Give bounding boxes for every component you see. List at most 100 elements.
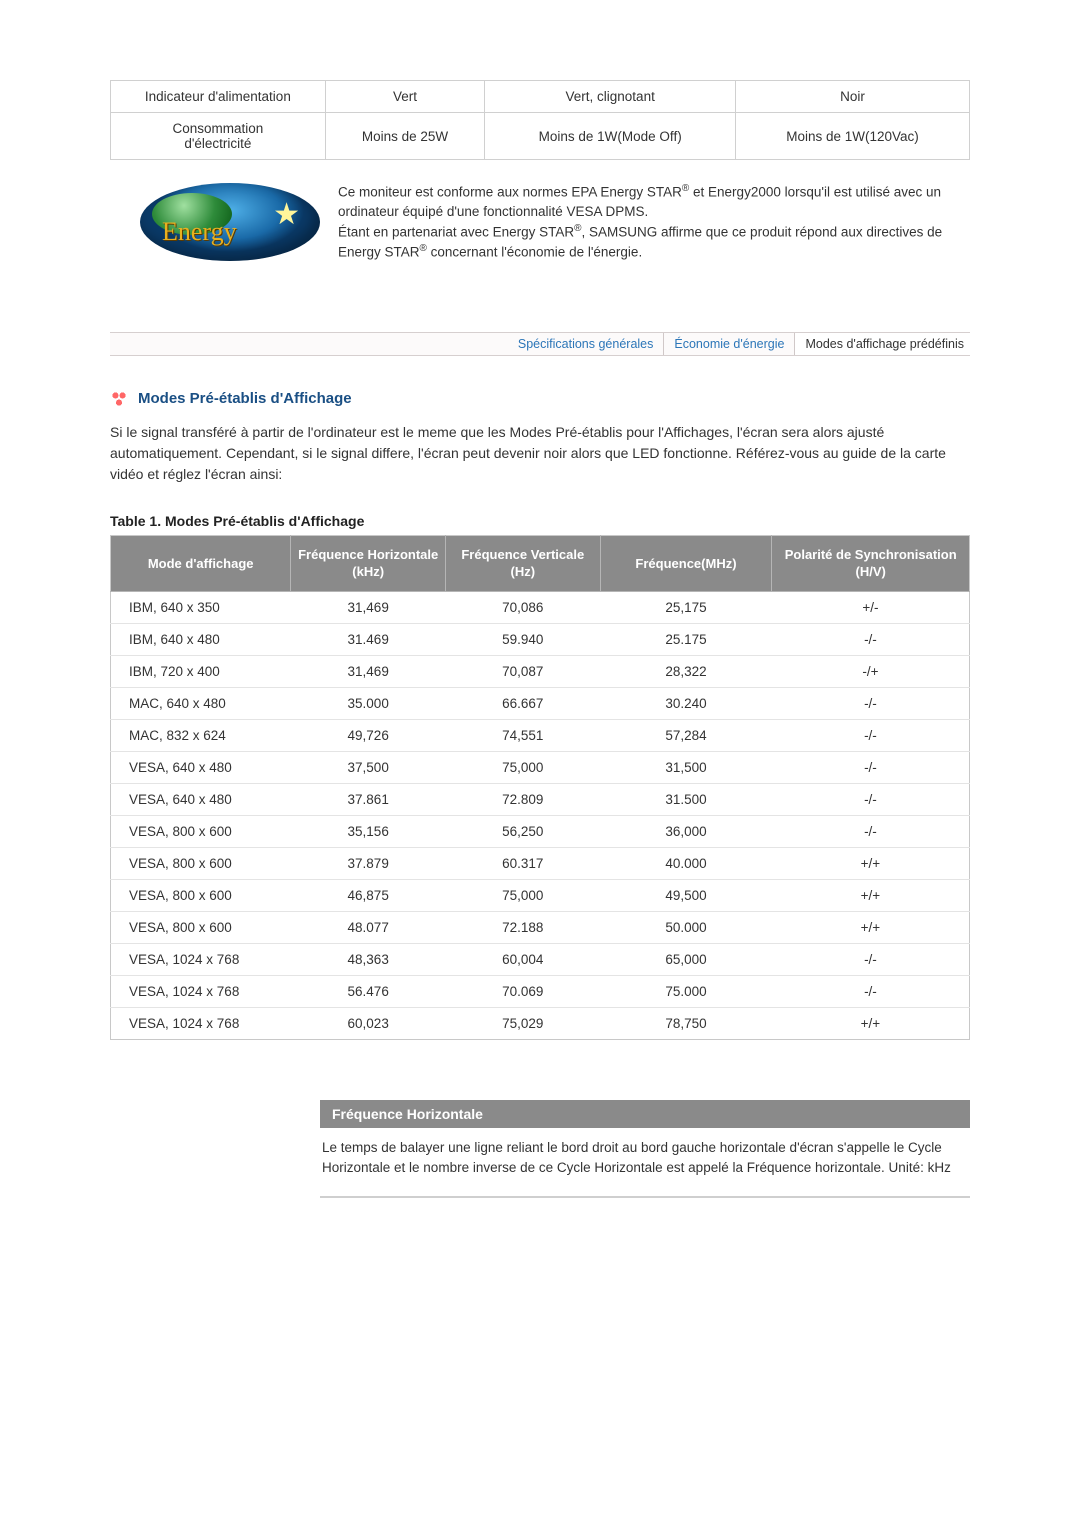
- pixelclock: 30.240: [600, 687, 772, 719]
- hfreq: 31.469: [291, 623, 446, 655]
- mode-name: VESA, 640 x 480: [111, 751, 291, 783]
- pixelclock: 65,000: [600, 943, 772, 975]
- es-l1a: Ce moniteur est conforme aux normes EPA …: [338, 185, 682, 200]
- pixelclock: 78,750: [600, 1007, 772, 1039]
- power-row-value: Moins de 25W: [325, 113, 485, 160]
- definition-title: Fréquence Horizontale: [320, 1100, 970, 1128]
- pixelclock: 31,500: [600, 751, 772, 783]
- mode-name: VESA, 800 x 600: [111, 815, 291, 847]
- polarity: -/+: [772, 655, 970, 687]
- power-row-value: Moins de 1W(120Vac): [736, 113, 970, 160]
- polarity: -/-: [772, 815, 970, 847]
- vfreq: 56,250: [445, 815, 600, 847]
- pixelclock: 49,500: [600, 879, 772, 911]
- pixelclock: 31.500: [600, 783, 772, 815]
- power-row-label: Indicateur d'alimentation: [111, 81, 326, 113]
- pixelclock: 28,322: [600, 655, 772, 687]
- vfreq: 72.809: [445, 783, 600, 815]
- hfreq: 56.476: [291, 975, 446, 1007]
- vfreq: 72.188: [445, 911, 600, 943]
- mode-name: IBM, 640 x 480: [111, 623, 291, 655]
- energy-star-logo: ★ Energy: [140, 183, 320, 261]
- vfreq: 75,000: [445, 751, 600, 783]
- spec-tabstrip: Spécifications générales Économie d'éner…: [110, 332, 970, 356]
- section-title: Modes Pré-établis d'Affichage: [138, 390, 352, 407]
- energy-star-block: ★ Energy Ce moniteur est conforme aux no…: [110, 182, 970, 262]
- power-row-value: Vert: [325, 81, 485, 113]
- vfreq: 74,551: [445, 719, 600, 751]
- vfreq: 75,029: [445, 1007, 600, 1039]
- hfreq: 35,156: [291, 815, 446, 847]
- energy-logo-text: Energy: [162, 217, 237, 247]
- pixelclock: 40.000: [600, 847, 772, 879]
- hfreq: 48,363: [291, 943, 446, 975]
- hfreq: 31,469: [291, 655, 446, 687]
- hfreq: 35.000: [291, 687, 446, 719]
- vfreq: 66.667: [445, 687, 600, 719]
- mode-name: VESA, 800 x 600: [111, 911, 291, 943]
- tab-general-specs[interactable]: Spécifications générales: [508, 333, 665, 355]
- modes-table-row: VESA, 640 x 48037.86172.80931.500-/-: [111, 783, 970, 815]
- es-l2c: concernant l'économie de l'énergie.: [427, 244, 642, 259]
- pixelclock: 57,284: [600, 719, 772, 751]
- vfreq: 60,004: [445, 943, 600, 975]
- power-row-value: Vert, clignotant: [485, 81, 736, 113]
- hfreq: 48.077: [291, 911, 446, 943]
- col-hfreq: Fréquence Horizontale (kHz): [291, 535, 446, 591]
- definition-body: Le temps de balayer une ligne reliant le…: [320, 1128, 970, 1199]
- mode-name: VESA, 800 x 600: [111, 847, 291, 879]
- hfreq: 49,726: [291, 719, 446, 751]
- modes-table-row: IBM, 720 x 40031,46970,08728,322-/+: [111, 655, 970, 687]
- hfreq: 37,500: [291, 751, 446, 783]
- tab-power-saving[interactable]: Économie d'énergie: [664, 333, 795, 355]
- modes-table-row: IBM, 640 x 48031.46959.94025.175-/-: [111, 623, 970, 655]
- section-heading: Modes Pré-établis d'Affichage: [110, 390, 970, 408]
- modes-table-row: IBM, 640 x 35031,46970,08625,175+/-: [111, 591, 970, 623]
- mode-name: VESA, 800 x 600: [111, 879, 291, 911]
- col-polarity: Polarité de Synchronisation (H/V): [772, 535, 970, 591]
- polarity: -/-: [772, 751, 970, 783]
- star-icon: ★: [273, 197, 300, 232]
- pixelclock: 75.000: [600, 975, 772, 1007]
- vfreq: 75,000: [445, 879, 600, 911]
- polarity: +/-: [772, 591, 970, 623]
- section-intro: Si le signal transféré à partir de l'ord…: [110, 422, 970, 485]
- vfreq: 60.317: [445, 847, 600, 879]
- es-l2a: Étant en partenariat avec Energy STAR: [338, 224, 574, 239]
- modes-table-row: VESA, 1024 x 76848,36360,00465,000-/-: [111, 943, 970, 975]
- power-table-row: Consommationd'électricitéMoins de 25WMoi…: [111, 113, 970, 160]
- mode-name: VESA, 1024 x 768: [111, 975, 291, 1007]
- hfreq: 46,875: [291, 879, 446, 911]
- mode-name: IBM, 720 x 400: [111, 655, 291, 687]
- power-consumption-table: Indicateur d'alimentationVertVert, clign…: [110, 80, 970, 160]
- pixelclock: 25,175: [600, 591, 772, 623]
- modes-table-row: VESA, 800 x 60035,15656,25036,000-/-: [111, 815, 970, 847]
- col-mode: Mode d'affichage: [111, 535, 291, 591]
- hfreq: 37.861: [291, 783, 446, 815]
- hfreq: 60,023: [291, 1007, 446, 1039]
- modes-table-title: Table 1. Modes Pré-établis d'Affichage: [110, 513, 970, 529]
- polarity: +/+: [772, 1007, 970, 1039]
- modes-table-row: MAC, 832 x 62449,72674,55157,284-/-: [111, 719, 970, 751]
- section-bullet-icon: [110, 390, 128, 408]
- hfreq: 31,469: [291, 591, 446, 623]
- power-row-label: Consommationd'électricité: [111, 113, 326, 160]
- definition-block: Fréquence Horizontale Le temps de balaye…: [320, 1100, 970, 1199]
- polarity: -/-: [772, 623, 970, 655]
- modes-table-row: VESA, 800 x 60037.87960.31740.000+/+: [111, 847, 970, 879]
- vfreq: 70.069: [445, 975, 600, 1007]
- polarity: -/-: [772, 783, 970, 815]
- power-row-value: Moins de 1W(Mode Off): [485, 113, 736, 160]
- col-pixelclock: Fréquence(MHz): [600, 535, 772, 591]
- polarity: -/-: [772, 943, 970, 975]
- polarity: -/-: [772, 975, 970, 1007]
- mode-name: VESA, 640 x 480: [111, 783, 291, 815]
- polarity: +/+: [772, 911, 970, 943]
- mode-name: MAC, 832 x 624: [111, 719, 291, 751]
- tab-preset-modes[interactable]: Modes d'affichage prédéfinis: [795, 333, 970, 355]
- modes-table-row: VESA, 800 x 60046,87575,00049,500+/+: [111, 879, 970, 911]
- mode-name: VESA, 1024 x 768: [111, 943, 291, 975]
- power-row-value: Noir: [736, 81, 970, 113]
- pixelclock: 36,000: [600, 815, 772, 847]
- power-table-row: Indicateur d'alimentationVertVert, clign…: [111, 81, 970, 113]
